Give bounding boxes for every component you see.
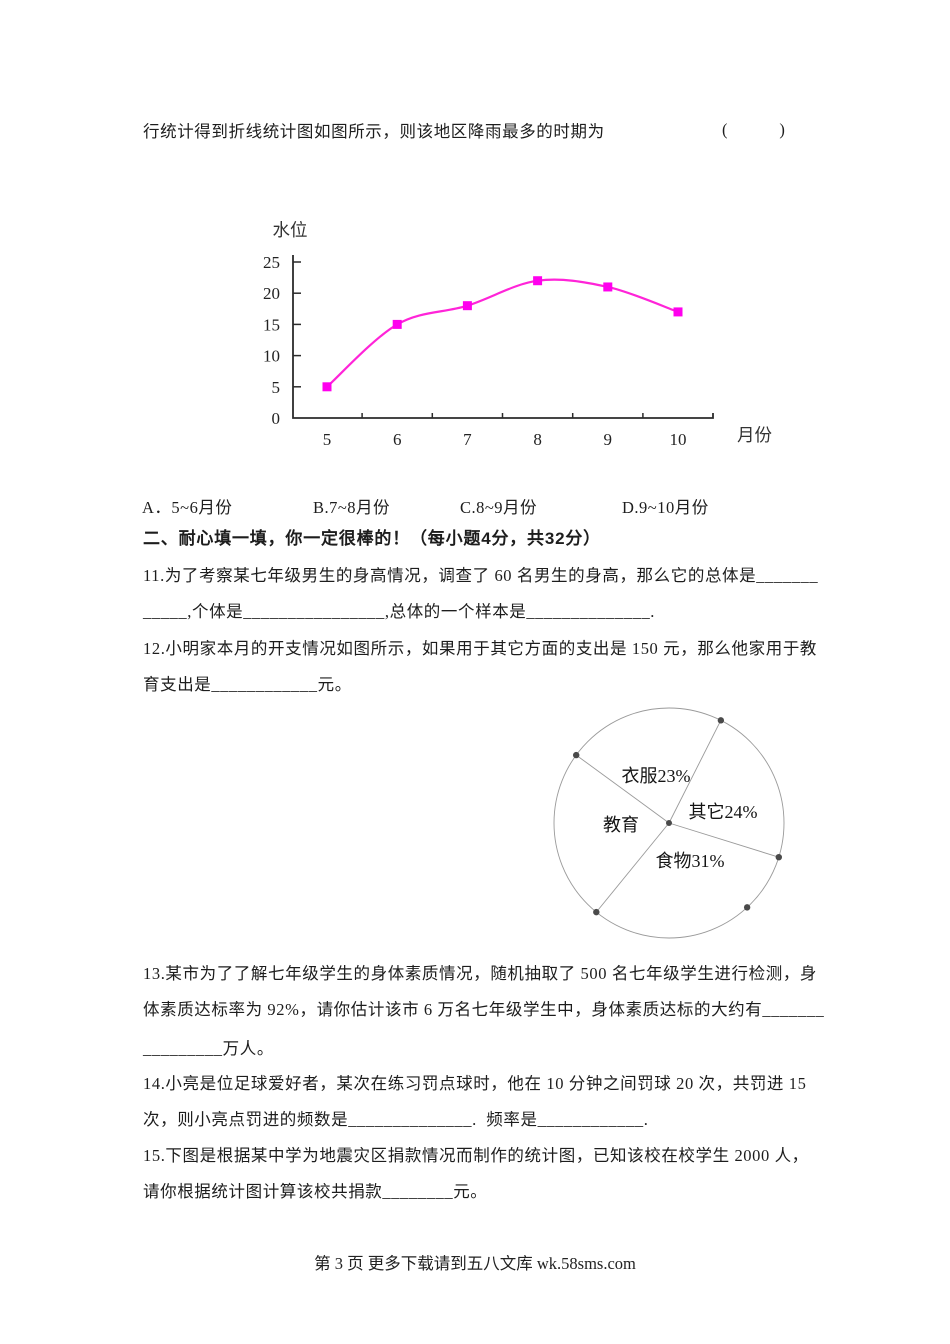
svg-text:8: 8 — [533, 430, 542, 449]
q15-line2: 请你根据统计图计算该校共捐款________元。 — [143, 1182, 488, 1201]
answer-brackets: ( ) — [722, 120, 786, 139]
choice-b: B.7~8月份 — [313, 498, 391, 517]
svg-text:10: 10 — [263, 347, 280, 366]
q11-line2: _____,个体是________________,总体的一个样本是______… — [143, 602, 656, 621]
svg-text:9: 9 — [604, 430, 613, 449]
page-footer: 第 3 页 更多下载请到五八文库 wk.58sms.com — [314, 1254, 636, 1273]
q15-line1: 15.下图是根据某中学为地震灾区捐款情况而制作的统计图，已知该校在校学生 200… — [143, 1146, 809, 1165]
svg-text:20: 20 — [263, 284, 280, 303]
svg-text:其它24%: 其它24% — [689, 802, 758, 822]
question10-stem: 行统计得到折线统计图如图所示，则该地区降雨最多的时期为 — [143, 122, 605, 141]
svg-text:7: 7 — [463, 430, 472, 449]
q13-line1: 13.某市为了了解七年级学生的身体素质情况，随机抽取了 500 名七年级学生进行… — [143, 964, 818, 983]
q12-line1: 12.小明家本月的开支情况如图所示，如果用于其它方面的支出是 150 元，那么他… — [143, 639, 818, 658]
q12-line2: 育支出是____________元。 — [143, 675, 352, 694]
choice-d: D.9~10月份 — [622, 498, 709, 517]
q14-line1: 14.小亮是位足球爱好者，某次在练习罚点球时，他在 10 分钟之间罚球 20 次… — [143, 1074, 807, 1093]
svg-text:5: 5 — [272, 378, 281, 397]
q14-line2: 次，则小亮点罚进的频数是______________. 频率是_________… — [143, 1110, 649, 1129]
svg-text:水位: 水位 — [273, 220, 308, 240]
q11-line1: 11.为了考察某七年级男生的身高情况，调查了 60 名男生的身高，那么它的总体是… — [143, 566, 819, 585]
svg-text:衣服23%: 衣服23% — [622, 766, 691, 786]
svg-text:月份: 月份 — [737, 425, 772, 445]
svg-text:6: 6 — [393, 430, 402, 449]
choice-c: C.8~9月份 — [460, 498, 538, 517]
q13-line2: 体素质达标率为 92%，请你估计该市 6 万名七年级学生中，身体素质达标的大约有… — [143, 1000, 825, 1019]
svg-text:0: 0 — [272, 409, 281, 428]
section-2-header: 二、耐心填一填，你一定很棒的！（每小题4分，共32分） — [143, 529, 601, 548]
choice-a: A．5~6月份 — [142, 498, 233, 517]
expenses-pie-chart: 衣服23% 其它24% 食物31% 教育 — [553, 707, 785, 939]
svg-text:25: 25 — [263, 253, 280, 272]
svg-text:食物31%: 食物31% — [656, 851, 725, 871]
q13-line3: _________万人。 — [143, 1039, 274, 1058]
svg-text:15: 15 — [263, 315, 280, 334]
svg-text:教育: 教育 — [603, 815, 639, 835]
svg-text:10: 10 — [670, 430, 687, 449]
svg-text:5: 5 — [323, 430, 332, 449]
